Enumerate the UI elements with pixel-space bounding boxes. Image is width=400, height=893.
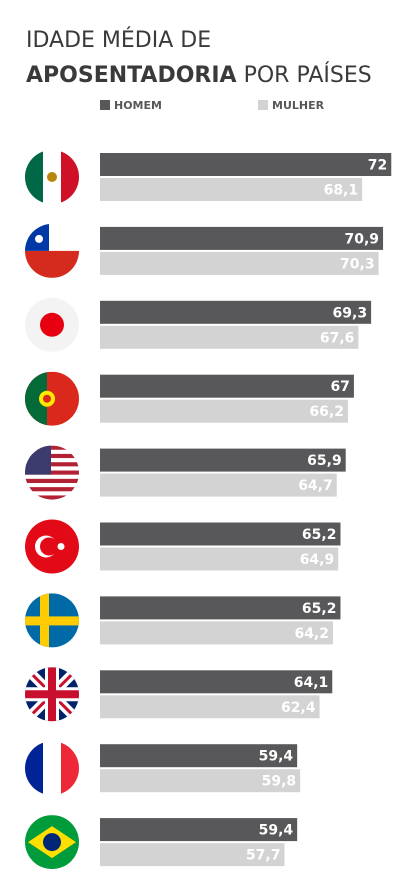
bar <box>100 621 334 645</box>
chart-title: IDADE MÉDIA DE <box>26 27 211 53</box>
bar <box>100 178 363 201</box>
value-label: 64,2 <box>294 626 329 642</box>
flag-part <box>25 616 79 626</box>
flag-part <box>25 445 79 451</box>
flag-part <box>25 491 79 496</box>
value-label: 59,4 <box>259 823 294 839</box>
value-label: 64,1 <box>294 675 329 691</box>
bar <box>100 769 301 793</box>
value-label: 70,9 <box>345 231 380 247</box>
flag-part <box>35 234 43 243</box>
value-label: 67,6 <box>320 330 355 346</box>
bar <box>100 843 285 867</box>
flag-part <box>25 453 79 459</box>
value-label: 70,3 <box>340 256 375 272</box>
bar <box>100 522 341 546</box>
bar <box>100 153 392 176</box>
flag <box>25 223 79 278</box>
flag-part <box>25 445 51 475</box>
legend-label: MULHER <box>272 99 325 112</box>
flag-part <box>40 593 49 648</box>
value-label: 59,4 <box>259 749 294 765</box>
bar <box>100 695 320 719</box>
flag-part <box>40 312 64 337</box>
flag-part <box>25 371 47 426</box>
flag <box>25 667 79 722</box>
chart-title-bold: APOSENTADORIA <box>26 63 237 88</box>
chart-title: APOSENTADORIA POR PAÍSES <box>26 62 372 88</box>
flag-part <box>25 250 79 278</box>
flag <box>25 150 79 204</box>
flag-part <box>25 741 43 796</box>
flag <box>25 445 79 500</box>
flag-part <box>25 466 79 471</box>
bar <box>100 448 346 472</box>
bar <box>100 547 339 571</box>
flag-part <box>43 741 61 796</box>
bar <box>100 374 354 398</box>
value-label: 72 <box>368 158 387 174</box>
bar <box>100 818 298 842</box>
flag-part <box>25 478 79 484</box>
flag-part <box>25 470 79 475</box>
value-label: 66,2 <box>309 404 344 420</box>
bar <box>100 670 333 694</box>
flag-part <box>43 833 61 852</box>
value-label: 69,3 <box>333 305 368 321</box>
flag-part <box>25 495 79 500</box>
bar <box>100 596 341 620</box>
value-label: 65,2 <box>302 601 337 617</box>
flag-part <box>25 474 79 480</box>
chart-title-rest: POR PAÍSES <box>244 62 372 88</box>
flag-part <box>25 487 79 492</box>
bar <box>100 251 379 275</box>
flag <box>25 593 79 648</box>
legend-label: HOMEM <box>114 99 162 112</box>
flag <box>25 815 79 870</box>
value-label: 67 <box>330 379 349 395</box>
bar <box>100 399 348 423</box>
bar <box>100 744 298 768</box>
legend-swatch <box>100 100 110 110</box>
flag-part <box>25 458 79 463</box>
value-label: 68,1 <box>324 183 359 199</box>
flag-part <box>43 394 51 403</box>
flag <box>25 371 79 426</box>
flag-part <box>61 741 79 796</box>
flag-part <box>25 449 79 455</box>
flag-part <box>61 150 79 204</box>
flag <box>25 519 79 574</box>
value-label: 65,2 <box>302 527 337 543</box>
bar <box>100 226 384 250</box>
value-label: 64,7 <box>298 478 333 494</box>
value-label: 57,7 <box>246 848 281 864</box>
flag <box>25 741 79 796</box>
flag-part <box>25 150 43 204</box>
bar <box>100 300 372 324</box>
value-label: 59,8 <box>262 774 297 790</box>
value-label: 65,9 <box>307 453 342 469</box>
value-label: 62,4 <box>281 700 316 716</box>
flag-part <box>25 462 79 467</box>
legend-swatch <box>258 100 268 110</box>
bar <box>100 325 359 349</box>
flag-part <box>25 667 79 722</box>
flag-part <box>47 172 57 182</box>
flag-part <box>25 482 79 488</box>
flag-part <box>57 543 65 550</box>
flag-part <box>40 537 58 556</box>
value-label: 64,9 <box>300 552 335 568</box>
flag <box>25 297 79 352</box>
bar <box>100 473 337 497</box>
